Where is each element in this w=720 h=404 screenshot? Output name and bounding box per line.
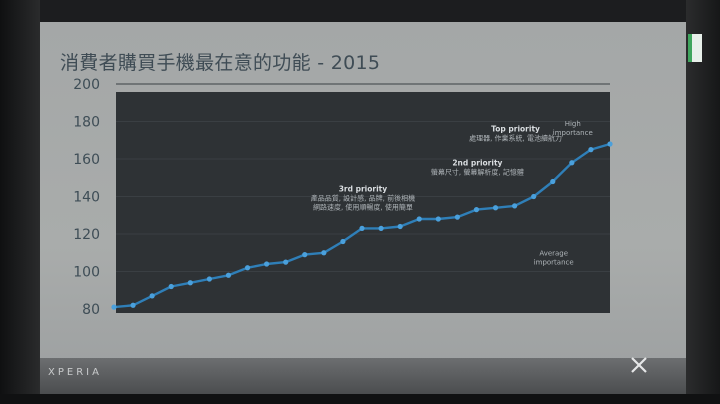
data-point: [397, 223, 403, 230]
data-point: [512, 203, 518, 209]
room-wall-left: [0, 0, 40, 404]
projection-screen: 消費者購買手機最在意的功能 - 2015 80 100 120 140 160 180 20…: [40, 22, 686, 394]
data-point: [302, 252, 308, 258]
annotation-text: High: [565, 120, 581, 128]
data-point: [264, 261, 270, 267]
data-point: [206, 276, 212, 282]
data-point: [607, 141, 613, 147]
annotation-title: 2nd priority: [452, 158, 502, 167]
data-point: [454, 214, 460, 220]
annotation-text: Average: [539, 249, 568, 257]
y-tick-label: 80: [82, 302, 100, 318]
y-tick-label: 180: [73, 115, 100, 131]
data-point: [359, 225, 365, 231]
data-point: [550, 178, 556, 185]
annotation-text: importance: [553, 129, 593, 137]
data-point: [149, 293, 155, 299]
data-point: [492, 205, 499, 211]
data-point: [321, 250, 327, 256]
data-point: [416, 216, 422, 222]
data-point: [435, 216, 441, 222]
annotation-text: 網路速度, 使用順暢度, 使用簡單: [313, 203, 413, 212]
data-point: [168, 283, 174, 290]
data-point: [378, 225, 384, 231]
x-logo-icon: [631, 357, 647, 373]
y-tick-label: 120: [73, 227, 100, 243]
data-point: [187, 280, 193, 286]
y-tick-label: 100: [73, 265, 100, 281]
room-wall-right: [686, 0, 720, 404]
data-point: [130, 302, 136, 308]
data-point: [531, 193, 537, 200]
annotation-text: 螢幕尺寸, 螢幕解析度, 記憶體: [431, 167, 524, 176]
brand-label: XPERIA: [48, 367, 102, 378]
data-point: [111, 304, 117, 310]
data-point: [244, 265, 251, 271]
annotation-title: Top priority: [491, 125, 540, 134]
slide-title: 消費者購買手機最在意的功能 - 2015: [60, 52, 381, 74]
y-tick-label: 200: [73, 77, 100, 93]
data-point: [588, 147, 594, 153]
annotation-text: importance: [534, 258, 574, 266]
data-point: [340, 238, 346, 245]
bottom-shadow: [0, 394, 720, 404]
y-tick-label: 160: [73, 152, 100, 168]
annotation-text: 產品品質, 設計感, 品牌, 前後相機: [311, 194, 415, 203]
annotation-title: 3rd priority: [339, 185, 388, 194]
data-point: [225, 272, 232, 278]
plot-area: [116, 92, 610, 313]
slide-footer-band: [40, 358, 686, 394]
data-point: [473, 207, 480, 213]
data-point: [283, 259, 289, 265]
data-point: [569, 160, 575, 166]
exit-sign: [688, 34, 702, 62]
y-tick-label: 140: [73, 190, 100, 206]
annotation-text: 處理器, 作業系統, 電池續航力: [469, 134, 562, 143]
